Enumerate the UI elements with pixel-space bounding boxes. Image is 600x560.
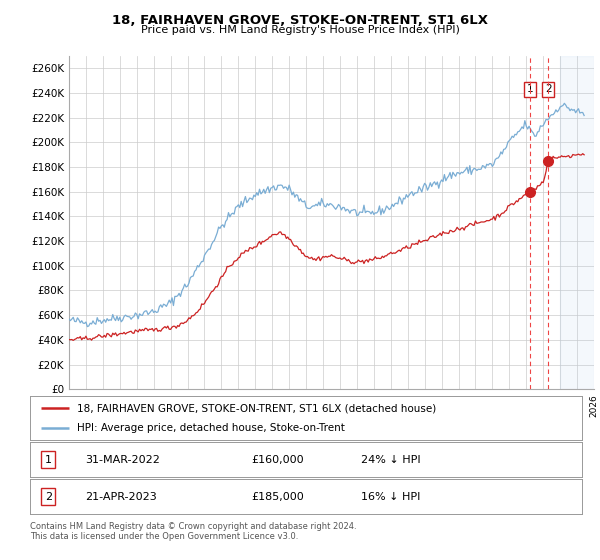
Text: 2: 2 bbox=[545, 85, 551, 94]
Text: 31-MAR-2022: 31-MAR-2022 bbox=[85, 455, 160, 465]
Text: 1: 1 bbox=[45, 455, 52, 465]
Text: 2: 2 bbox=[44, 492, 52, 502]
Text: 16% ↓ HPI: 16% ↓ HPI bbox=[361, 492, 421, 502]
Bar bbox=[560, 56, 594, 389]
Text: 18, FAIRHAVEN GROVE, STOKE-ON-TRENT, ST1 6LX (detached house): 18, FAIRHAVEN GROVE, STOKE-ON-TRENT, ST1… bbox=[77, 403, 436, 413]
Text: 1: 1 bbox=[527, 85, 533, 94]
Text: £185,000: £185,000 bbox=[251, 492, 304, 502]
Text: 18, FAIRHAVEN GROVE, STOKE-ON-TRENT, ST1 6LX: 18, FAIRHAVEN GROVE, STOKE-ON-TRENT, ST1… bbox=[112, 14, 488, 27]
Text: 24% ↓ HPI: 24% ↓ HPI bbox=[361, 455, 421, 465]
Text: HPI: Average price, detached house, Stoke-on-Trent: HPI: Average price, detached house, Stok… bbox=[77, 423, 345, 433]
Text: 21-APR-2023: 21-APR-2023 bbox=[85, 492, 157, 502]
Text: Contains HM Land Registry data © Crown copyright and database right 2024.
This d: Contains HM Land Registry data © Crown c… bbox=[30, 522, 356, 542]
Bar bbox=[560, 56, 594, 389]
Text: £160,000: £160,000 bbox=[251, 455, 304, 465]
Text: Price paid vs. HM Land Registry's House Price Index (HPI): Price paid vs. HM Land Registry's House … bbox=[140, 25, 460, 35]
